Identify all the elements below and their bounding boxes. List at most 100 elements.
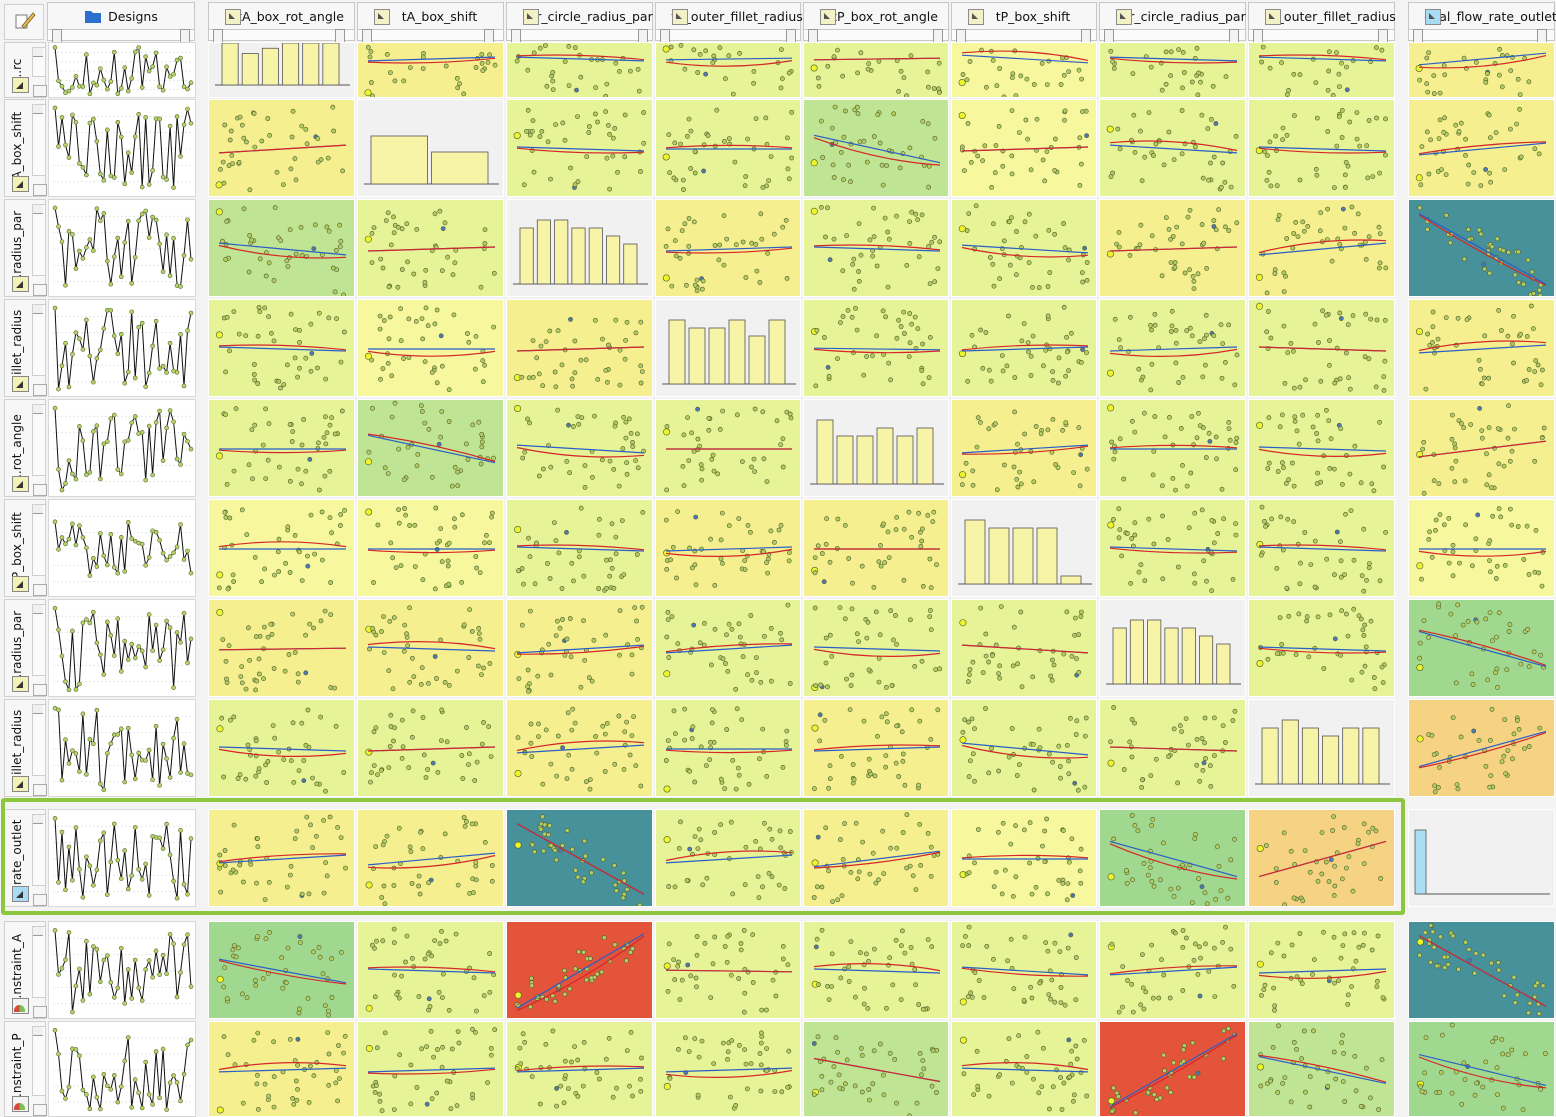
scatter-cell-2-7[interactable] xyxy=(1099,99,1246,197)
scatter-cell-4-7[interactable] xyxy=(1099,299,1246,397)
row-header-5[interactable]: ...rot_angle xyxy=(4,399,47,497)
scatter-cell-6-9[interactable] xyxy=(1408,499,1555,597)
scatter-cell-11-9[interactable] xyxy=(1408,1021,1555,1117)
row-options-button[interactable] xyxy=(33,384,47,396)
scatter-cell-2-4[interactable] xyxy=(655,99,801,197)
scatter-cell-10-3[interactable] xyxy=(506,921,653,1019)
scatter-cell-5-8[interactable] xyxy=(1248,399,1395,497)
histogram-6[interactable] xyxy=(951,499,1097,597)
scatter-cell-8-5[interactable] xyxy=(803,699,949,797)
scatter-cell-4-1[interactable] xyxy=(208,299,355,397)
scatter-cell-1-5[interactable] xyxy=(803,42,949,98)
scatter-cell-7-9[interactable] xyxy=(1408,599,1555,697)
scatter-cell-1-3[interactable] xyxy=(506,42,653,98)
histogram-5[interactable] xyxy=(803,399,949,497)
column-header-8[interactable]: tP_outer_fillet_radius xyxy=(1248,2,1396,30)
histogram-1[interactable] xyxy=(208,42,355,98)
row-header-9[interactable]: ...rate_outlet xyxy=(4,809,47,907)
column-range-slider[interactable] xyxy=(655,29,801,43)
row-header-1[interactable]: ...rc xyxy=(4,42,47,98)
scatter-cell-5-4[interactable] xyxy=(655,399,801,497)
scatter-cell-3-7[interactable] xyxy=(1099,199,1246,297)
row-range-slider[interactable] xyxy=(32,304,46,376)
designs-header[interactable]: Designs xyxy=(47,2,195,30)
scatter-cell-6-3[interactable] xyxy=(506,499,653,597)
row-range-slider[interactable] xyxy=(32,926,46,998)
scatter-cell-3-9[interactable] xyxy=(1408,199,1555,297)
scatter-cell-10-5[interactable] xyxy=(803,921,949,1019)
row-header-2[interactable]: tA_box_shift xyxy=(4,99,47,197)
scatter-cell-5-9[interactable] xyxy=(1408,399,1555,497)
constraint-gauge-icon[interactable] xyxy=(12,1096,29,1112)
column-header-6[interactable]: tP_box_shift xyxy=(951,2,1097,30)
scatter-cell-10-2[interactable] xyxy=(357,921,504,1019)
scatter-cell-6-1[interactable] xyxy=(208,499,355,597)
scatter-cell-9-2[interactable] xyxy=(357,809,504,907)
scatter-cell-7-2[interactable] xyxy=(357,599,504,697)
histogram-8[interactable] xyxy=(1248,699,1395,797)
scatter-cell-9-7[interactable] xyxy=(1099,809,1246,907)
row-range-slider[interactable] xyxy=(32,1026,46,1096)
histogram-2[interactable] xyxy=(357,99,504,197)
scatter-cell-9-4[interactable] xyxy=(655,809,801,907)
scatter-cell-6-5[interactable] xyxy=(803,499,949,597)
scatter-cell-11-1[interactable] xyxy=(208,1021,355,1117)
scatter-cell-6-8[interactable] xyxy=(1248,499,1395,597)
row-options-button[interactable] xyxy=(33,85,47,97)
scatter-cell-2-1[interactable] xyxy=(208,99,355,197)
scatter-cell-7-5[interactable] xyxy=(803,599,949,697)
variable-type-icon[interactable] xyxy=(12,476,29,492)
row-header-7[interactable]: ...radius_par xyxy=(4,599,47,697)
row-range-slider[interactable] xyxy=(32,47,46,77)
scatter-cell-11-5[interactable] xyxy=(803,1021,949,1117)
column-range-slider[interactable] xyxy=(1248,29,1395,43)
scatter-cell-8-6[interactable] xyxy=(951,699,1097,797)
row-range-slider[interactable] xyxy=(32,604,46,676)
row-range-slider[interactable] xyxy=(32,704,46,776)
scatter-cell-1-4[interactable] xyxy=(655,42,801,98)
scatter-cell-5-3[interactable] xyxy=(506,399,653,497)
row-header-11[interactable]: ...nstraint_P xyxy=(4,1021,47,1117)
constraint-gauge-icon[interactable] xyxy=(12,998,29,1014)
scatter-cell-11-6[interactable] xyxy=(951,1021,1097,1117)
row-options-button[interactable] xyxy=(33,1104,47,1116)
row-options-button[interactable] xyxy=(33,184,47,196)
row-options-button[interactable] xyxy=(33,784,47,796)
column-header-5[interactable]: tP_box_rot_angle xyxy=(803,2,949,30)
scatter-cell-7-3[interactable] xyxy=(506,599,653,697)
scatter-cell-6-7[interactable] xyxy=(1099,499,1246,597)
scatter-cell-7-8[interactable] xyxy=(1248,599,1395,697)
scatter-cell-7-4[interactable] xyxy=(655,599,801,697)
row-range-slider[interactable] xyxy=(32,814,46,886)
column-range-slider[interactable] xyxy=(803,29,949,43)
scatter-cell-10-8[interactable] xyxy=(1248,921,1395,1019)
scatter-cell-9-8[interactable] xyxy=(1248,809,1395,907)
histogram-9[interactable] xyxy=(1408,809,1555,907)
column-range-slider[interactable] xyxy=(506,29,653,43)
histogram-3[interactable] xyxy=(506,199,653,297)
scatter-cell-3-1[interactable] xyxy=(208,199,355,297)
scatter-cell-2-5[interactable] xyxy=(803,99,949,197)
scatter-cell-5-7[interactable] xyxy=(1099,399,1246,497)
scatter-cell-8-1[interactable] xyxy=(208,699,355,797)
scatter-cell-3-4[interactable] xyxy=(655,199,801,297)
scatter-cell-5-6[interactable] xyxy=(951,399,1097,497)
scatter-cell-10-6[interactable] xyxy=(951,921,1097,1019)
row-options-button[interactable] xyxy=(33,284,47,296)
row-range-slider[interactable] xyxy=(32,104,46,176)
scatter-cell-9-3[interactable] xyxy=(506,809,653,907)
scatter-cell-8-9[interactable] xyxy=(1408,699,1555,797)
variable-type-icon[interactable] xyxy=(12,176,29,192)
scatter-cell-10-4[interactable] xyxy=(655,921,801,1019)
row-options-button[interactable] xyxy=(33,894,47,906)
scatter-cell-1-2[interactable] xyxy=(357,42,504,98)
row-range-slider[interactable] xyxy=(32,404,46,476)
scatter-cell-3-5[interactable] xyxy=(803,199,949,297)
row-header-10[interactable]: ...nstraint_A xyxy=(4,921,47,1019)
scatter-cell-1-9[interactable] xyxy=(1408,42,1555,98)
scatter-cell-8-2[interactable] xyxy=(357,699,504,797)
scatter-cell-3-8[interactable] xyxy=(1248,199,1395,297)
variable-type-icon[interactable] xyxy=(12,886,29,902)
scatter-cell-7-6[interactable] xyxy=(951,599,1097,697)
scatter-cell-7-1[interactable] xyxy=(208,599,355,697)
